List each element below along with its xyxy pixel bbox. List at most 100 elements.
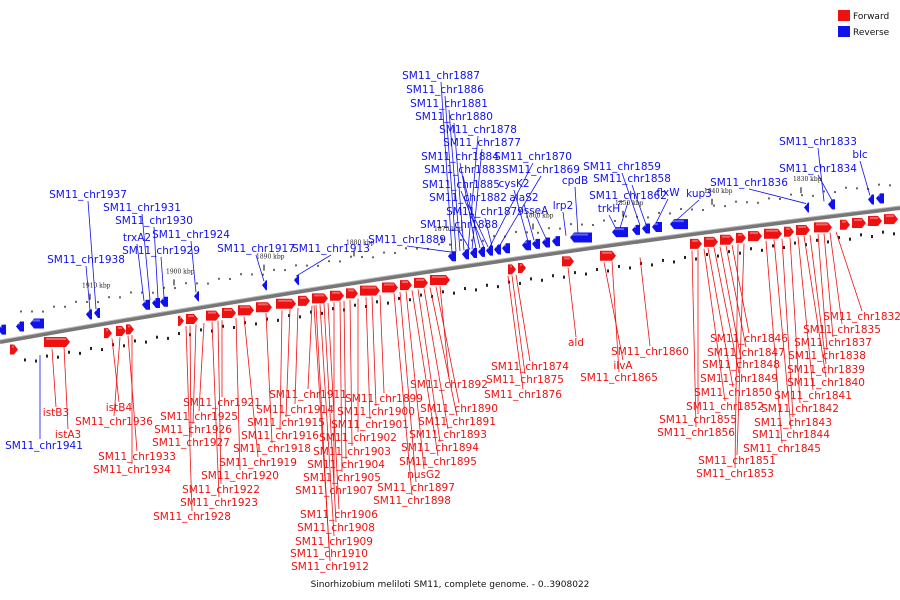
marker-dot: [838, 236, 840, 240]
marker-dot: [141, 291, 143, 294]
leader-line: [765, 240, 783, 444]
reverse-gene-arrow: [652, 222, 662, 233]
leader-line: [731, 244, 750, 334]
forward-label-istb3: istB3: [43, 407, 69, 419]
marker-dot: [262, 273, 264, 276]
forward-label-sm11-chr1847: SM11_chr1847: [707, 347, 785, 359]
reverse-label-sm11-chr1913: SM11_chr1913: [292, 243, 370, 255]
reverse-gene-arrow: [494, 244, 501, 255]
reverse-gene-arrow: [0, 324, 6, 335]
forward-gene-arrow: [360, 285, 380, 296]
leader-line: [611, 261, 620, 373]
reverse-label-sm11-chr1930: SM11_chr1930: [115, 215, 193, 227]
marker-dot: [827, 240, 829, 244]
gene-highlight: [614, 228, 624, 231]
marker-dot: [222, 324, 224, 328]
reverse-gene-arrow: [470, 248, 477, 259]
reverse-gene-arrow: [570, 232, 592, 243]
leader-line: [411, 290, 439, 457]
forward-gene-arrow: [186, 314, 198, 325]
marker-dot: [310, 310, 312, 314]
forward-gene-arrow: [518, 262, 526, 273]
marker-dot: [218, 277, 220, 280]
leader-line: [460, 190, 485, 248]
forward-gene-arrow: [784, 226, 794, 237]
leader-line: [471, 148, 483, 250]
leader-line: [185, 326, 193, 512]
forward-gene-arrow: [222, 307, 236, 318]
gene-highlight: [854, 218, 862, 221]
gene-highlight: [504, 244, 506, 247]
forward-label-sm11-chr1902: SM11_chr1902: [319, 432, 397, 444]
leader-line: [515, 274, 531, 362]
marker-dot: [845, 186, 847, 189]
leader-line: [327, 303, 340, 510]
reverse-gene-arrow: [294, 275, 299, 286]
legend-reverse-swatch: [838, 26, 850, 37]
reverse-label-trxa2: trxA2: [123, 232, 151, 244]
reverse-label-flxw: flxW: [656, 187, 680, 199]
reverse-label-sm11-chr1917: SM11_chr1917: [217, 243, 295, 255]
reverse-label-sm11-chr1885: SM11_chr1885: [422, 179, 500, 191]
reverse-label-cysk2: cysK2: [498, 178, 529, 190]
forward-label-sm11-chr1852: SM11_chr1852: [686, 401, 764, 413]
leader-line: [453, 122, 465, 251]
marker-dot: [90, 346, 92, 350]
gene-highlight: [278, 299, 292, 302]
marker-dot: [812, 194, 814, 197]
gene-highlight: [296, 276, 297, 279]
forward-label-sm11-chr1912: SM11_chr1912: [291, 561, 369, 573]
forward-gene-arrow: [430, 274, 450, 285]
marker-dot: [438, 243, 440, 246]
marker-dot: [288, 314, 290, 318]
marker-dot: [196, 282, 198, 285]
gene-highlight: [432, 275, 446, 278]
reverse-label-sm11-chr1882: SM11_chr1882: [429, 192, 507, 204]
forward-label-sm11-chr1918: SM11_chr1918: [233, 443, 311, 455]
reverse-gene-arrow: [632, 224, 640, 235]
forward-label-sm11-chr1922: SM11_chr1922: [182, 484, 260, 496]
marker-dot: [614, 219, 616, 222]
leader-line: [405, 291, 425, 470]
forward-label-sm11-chr1842: SM11_chr1842: [761, 403, 839, 415]
reverse-gene-arrow: [448, 251, 456, 262]
marker-dot: [64, 305, 66, 308]
forward-gene-arrow: [562, 256, 574, 267]
marker-dot: [420, 293, 422, 297]
forward-label-sm11-chr1914: SM11_chr1914: [256, 404, 334, 416]
marker-dot: [328, 260, 330, 263]
leader-line: [675, 199, 700, 221]
marker-dot: [354, 303, 356, 307]
marker-dot: [768, 197, 770, 200]
forward-label-sm11-chr1875: SM11_chr1875: [486, 374, 564, 386]
reverse-label-sm11-chr1862: SM11_chr1862: [589, 190, 667, 202]
reverse-label-kup3: kup3: [686, 188, 712, 200]
reverse-label-sm11-chr1883: SM11_chr1883: [424, 164, 502, 176]
leader-line: [639, 257, 651, 347]
marker-dot: [449, 243, 451, 246]
reverse-label-sm11-chr1836: SM11_chr1836: [710, 177, 788, 189]
gene-highlight: [162, 297, 164, 300]
forward-gene-arrow: [764, 228, 782, 239]
forward-label-sm11-chr1904: SM11_chr1904: [307, 459, 385, 471]
marker-dot: [651, 263, 653, 267]
leader-line: [285, 309, 291, 418]
leader-line: [440, 81, 453, 253]
forward-label-sm11-chr1844: SM11_chr1844: [752, 429, 830, 441]
leader-line: [429, 287, 458, 417]
marker-dot: [97, 301, 99, 304]
forward-gene-arrow: [852, 217, 866, 228]
leader-line: [817, 234, 828, 351]
gene-highlight: [180, 316, 181, 319]
leader-line: [307, 305, 313, 390]
leader-line: [467, 135, 479, 250]
forward-gene-arrow: [736, 232, 746, 243]
forward-gene-arrow: [346, 288, 358, 299]
leader-line: [535, 216, 547, 239]
gene-highlight: [644, 224, 646, 227]
reverse-gene-arrow: [86, 309, 92, 320]
marker-dot: [251, 273, 253, 276]
reverse-gene-arrow: [152, 298, 160, 309]
leader-line: [265, 312, 273, 444]
